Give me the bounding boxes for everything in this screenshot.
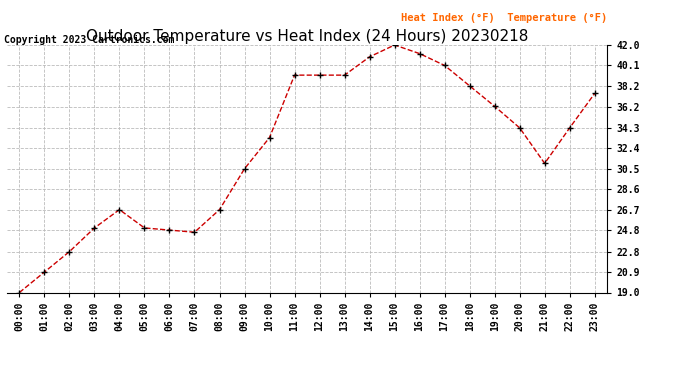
Text: Copyright 2023 Cartronics.com: Copyright 2023 Cartronics.com — [4, 35, 175, 45]
Title: Outdoor Temperature vs Heat Index (24 Hours) 20230218: Outdoor Temperature vs Heat Index (24 Ho… — [86, 29, 529, 44]
Text: Heat Index (°F)  Temperature (°F): Heat Index (°F) Temperature (°F) — [401, 13, 607, 23]
